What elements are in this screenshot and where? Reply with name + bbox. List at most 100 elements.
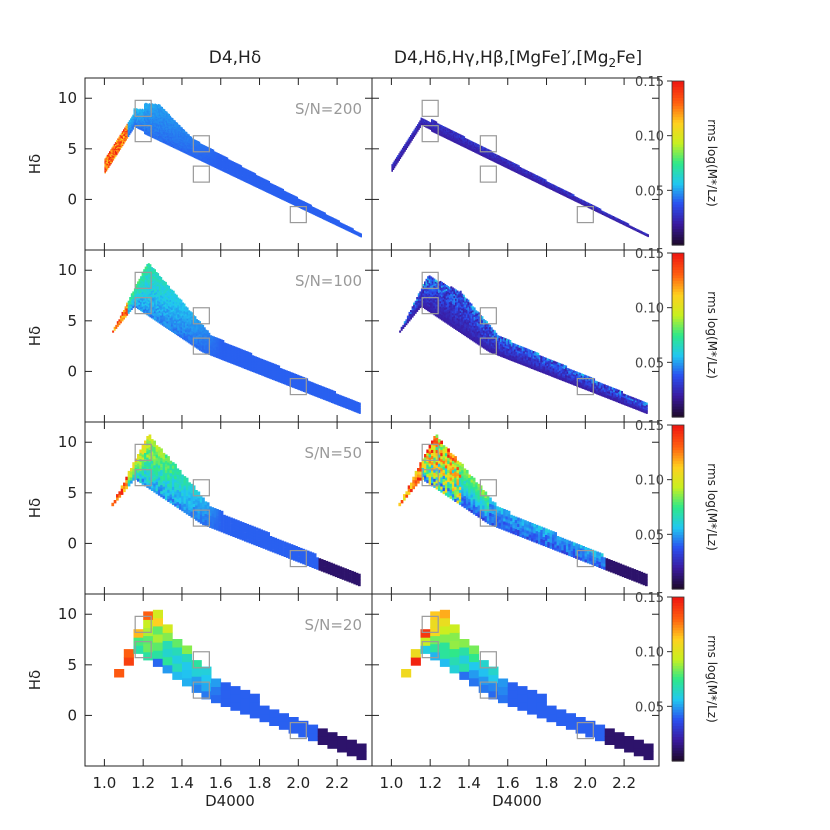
panels: 1050HδS/N=2001050HδS/N=1001050HδS/N=5010… — [26, 77, 660, 767]
y-tick-label: 10 — [58, 605, 77, 623]
marker-box — [576, 549, 594, 568]
colorbar-0: 0.15 0.10 0.05 rms log(M*/Lz) — [635, 75, 719, 246]
marker-box — [134, 99, 152, 117]
colorbar-tick-label: 0.15 — [635, 419, 664, 434]
marker-box — [479, 509, 497, 527]
x-axis-label: D4000 — [492, 792, 542, 810]
colorbar-2: 0.15 0.10 0.05 rms log(M*/Lz) — [635, 419, 719, 590]
y-axis-label: Hδ — [26, 670, 44, 690]
marker-box — [134, 297, 152, 315]
x-tick-label: 1.2 — [418, 774, 442, 792]
marker-box — [576, 721, 594, 740]
colorbar-tick-label: 0.05 — [635, 184, 664, 199]
marker-box — [289, 721, 307, 740]
colorbar-label: rms log(M*/Lz) — [705, 635, 719, 723]
x-tick-label: 1.8 — [248, 774, 272, 792]
marker-boxes — [134, 615, 307, 740]
marker-box — [421, 271, 439, 289]
colorbar-tick-label: 0.05 — [635, 700, 664, 715]
marker-box — [421, 99, 439, 117]
sn-label: S/N=50 — [305, 444, 362, 462]
marker-boxes — [421, 615, 594, 740]
marker-box — [479, 479, 497, 497]
marker-box — [192, 307, 210, 325]
marker-box — [289, 377, 307, 396]
marker-box — [479, 337, 497, 355]
y-axis-label: Hδ — [26, 498, 44, 518]
colorbar-tick-label: 0.15 — [635, 247, 664, 262]
marker-box — [192, 681, 210, 699]
x-tick-label: 1.6 — [496, 774, 520, 792]
colorbar-label: rms log(M*/Lz) — [705, 463, 719, 551]
panel-r2-c0: 10 5 0 Hδ S/N=50 — [26, 421, 373, 595]
x-tick-label: 1.0 — [92, 774, 116, 792]
colorbar-tick-label: 0.10 — [635, 302, 664, 317]
marker-boxes — [134, 99, 307, 224]
marker-box — [421, 297, 439, 315]
x-tick-label: 2.0 — [573, 774, 597, 792]
colorbar-tick-label: 0.15 — [635, 591, 664, 606]
colorbar-tick-label: 0.05 — [635, 356, 664, 371]
marker-box — [289, 549, 307, 568]
y-axis-label: Hδ — [26, 154, 44, 174]
column-title-right: D4,Hδ,Hγ,Hβ,[MgFe]′,[Mg2Fe] — [394, 48, 642, 70]
marker-box — [134, 443, 152, 461]
marker-boxes — [134, 271, 307, 396]
colorbar-label: rms log(M*/Lz) — [705, 291, 719, 379]
y-tick-label: 0 — [67, 706, 77, 724]
x-tick-label: 1.6 — [209, 774, 233, 792]
y-tick-label: 5 — [67, 140, 77, 158]
marker-box — [192, 337, 210, 355]
colorbar-tick-label: 0.05 — [635, 528, 664, 543]
y-tick-label: 0 — [67, 534, 77, 552]
sn-label: S/N=200 — [295, 100, 362, 118]
heatmap-cells — [399, 275, 648, 414]
colorbar-tick-label: 0.10 — [635, 646, 664, 661]
y-tick-label: 10 — [58, 433, 77, 451]
heatmap-cells — [398, 434, 648, 587]
y-tick-label: 5 — [67, 484, 77, 502]
heatmap-cells — [391, 117, 649, 238]
x-tick-label: 1.4 — [457, 774, 481, 792]
marker-box — [192, 479, 210, 497]
y-tick-label: 5 — [67, 656, 77, 674]
column-titles: D4,Hδ D4,Hδ,Hγ,Hβ,[MgFe]′,[Mg2Fe] — [209, 48, 642, 70]
x-tick-label: 2.2 — [612, 774, 636, 792]
marker-box — [421, 469, 439, 487]
panel-r3-c0: 10 5 0 Hδ S/N=20 — [26, 593, 373, 767]
colorbar-tick-label: 0.10 — [635, 130, 664, 145]
marker-boxes — [421, 99, 594, 224]
marker-box — [479, 651, 497, 669]
colorbar-tick-label: 0.10 — [635, 474, 664, 489]
panel-frame — [371, 593, 660, 767]
marker-box — [479, 135, 497, 153]
marker-box — [192, 135, 210, 153]
colorbar-3: 0.15 0.10 0.05 rms log(M*/Lz) — [635, 591, 719, 762]
marker-boxes — [134, 443, 307, 568]
marker-box — [192, 651, 210, 669]
colorbar-1: 0.15 0.10 0.05 rms log(M*/Lz) — [635, 247, 719, 418]
column-title-left: D4,Hδ — [209, 48, 262, 68]
y-axis-label: Hδ — [26, 326, 44, 346]
sn-label: S/N=20 — [305, 616, 362, 634]
panel-r3-c1 — [371, 593, 660, 767]
marker-box — [289, 205, 307, 224]
marker-box — [421, 615, 439, 633]
heatmap-cells — [104, 102, 362, 238]
panel-r2-c1 — [371, 421, 660, 595]
marker-box — [192, 509, 210, 527]
marker-box — [134, 469, 152, 487]
colorbar-tick-label: 0.15 — [635, 75, 664, 90]
panel-r0-c0: 10 5 0 Hδ S/N=200 — [26, 77, 373, 251]
x-tick-label: 1.2 — [131, 774, 155, 792]
marker-box — [134, 615, 152, 633]
heatmap-cells — [401, 609, 654, 761]
y-tick-label: 10 — [58, 261, 77, 279]
x-axes: 1.0 1.2 1.4 1.6 1.8 2.0 2.2 D4000 1.0 1.2 1.4 1.6 1.… — [92, 774, 636, 810]
marker-box — [421, 125, 439, 143]
colorbars: 0.15 0.10 0.05 rms log(M*/Lz) 0.15 0.10 0.05 rm… — [635, 75, 719, 762]
y-tick-label: 5 — [67, 312, 77, 330]
marker-boxes — [421, 271, 594, 396]
y-tick-label: 10 — [58, 89, 77, 107]
colorbar-label: rms log(M*/Lz) — [705, 119, 719, 207]
